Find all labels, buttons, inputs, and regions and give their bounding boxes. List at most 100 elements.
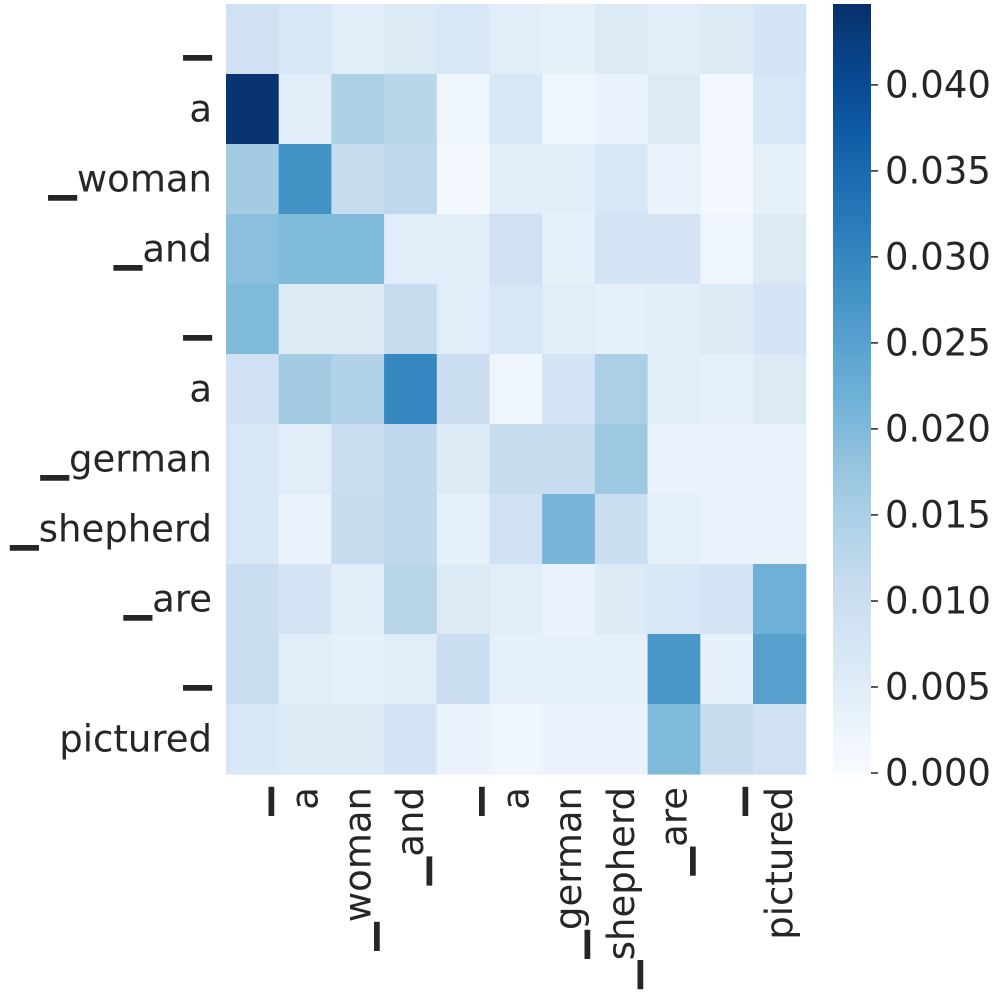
y-tick-label: ▁and (113, 228, 212, 272)
heatmap-cell (542, 634, 596, 705)
heatmap-cell (331, 354, 385, 425)
heatmap-cell (594, 214, 649, 285)
heatmap-cell (384, 74, 438, 145)
heatmap-cell (489, 4, 543, 75)
heatmap-cell (542, 564, 596, 635)
heatmap-cell (700, 564, 754, 635)
x-tick-label: ▁and (389, 787, 433, 886)
heatmap-cell (647, 704, 701, 775)
heatmap-cell (594, 354, 649, 425)
x-tick-label: a (284, 787, 327, 810)
heatmap-cell (753, 634, 807, 705)
colorbar-tick-label: 0.035 (885, 149, 991, 192)
heatmap-cell (331, 634, 385, 705)
heatmap-cell (226, 494, 280, 565)
x-tick-label: ▁shepherd (600, 787, 644, 990)
y-tick-labels: ▁ a ▁woman ▁and ▁ a ▁german ▁shepherd ▁are ▁ pictu… (9, 18, 212, 761)
heatmap-cell (278, 214, 332, 285)
heatmap-cell (753, 144, 807, 215)
heatmap-cell (384, 144, 438, 215)
heatmap-cell (594, 704, 649, 775)
y-tick-label: ▁ (183, 18, 213, 62)
heatmap-cell (489, 144, 543, 215)
heatmap-cell (331, 214, 385, 285)
heatmap-cell (436, 214, 491, 285)
x-tick-labels: ▁ a ▁woman ▁and ▁ a ▁german ▁shepherd ▁are ▁ pictu… (231, 786, 801, 989)
heatmap-cell (331, 4, 385, 75)
colorbar-tick-label: 0.030 (885, 235, 991, 278)
colorbar-tick-label: 0.025 (885, 321, 991, 364)
heatmap-cell (489, 704, 543, 775)
heatmap-cell (542, 284, 596, 355)
heatmap-cell (594, 284, 649, 355)
heatmap-cell (384, 4, 438, 75)
colorbar-tick-label: 0.000 (885, 752, 991, 795)
heatmap-cell (489, 494, 543, 565)
heatmap-cell (436, 144, 491, 215)
heatmap-cell (700, 704, 754, 775)
heatmap-cell (700, 4, 754, 75)
heatmap-cell (331, 74, 385, 145)
colorbar (833, 4, 871, 773)
heatmap-cell (226, 214, 280, 285)
heatmap-cell (436, 354, 491, 425)
heatmap-cell (647, 354, 701, 425)
heatmap-cell (700, 74, 754, 145)
heatmap-cell (278, 494, 332, 565)
heatmap-cell (594, 564, 649, 635)
heatmap-cell (647, 494, 701, 565)
heatmap-cell (542, 354, 596, 425)
y-tick-label: a (189, 368, 212, 411)
heatmap-cell (489, 74, 543, 145)
heatmap-cell (542, 704, 596, 775)
heatmap-cell (384, 424, 438, 495)
heatmap-cell (226, 74, 280, 145)
heatmap-cell (226, 4, 280, 75)
y-tick-label: ▁are (123, 578, 212, 622)
heatmap-cell (700, 354, 754, 425)
heatmap-cell (226, 144, 280, 215)
heatmap-cell (436, 704, 491, 775)
x-tick-label: pictured (758, 787, 801, 940)
heatmap-cell (278, 354, 332, 425)
x-tick-label: ▁german (547, 787, 591, 959)
heatmap-cell (594, 144, 649, 215)
heatmap-cell (753, 4, 807, 75)
heatmap-cell (753, 704, 807, 775)
heatmap-cell (700, 214, 754, 285)
heatmap-cell (753, 424, 807, 495)
heatmap-cell (226, 284, 280, 355)
heatmap-cell (331, 424, 385, 495)
heatmap-cell (542, 214, 596, 285)
heatmap-cell (384, 564, 438, 635)
heatmap-cell (489, 354, 543, 425)
heatmap-cell (594, 74, 649, 145)
heatmap-cell (436, 74, 491, 145)
heatmap-cell (226, 704, 280, 775)
heatmap-cell (753, 284, 807, 355)
heatmap-cell (647, 564, 701, 635)
heatmap-cell (542, 494, 596, 565)
heatmap-cell (436, 564, 491, 635)
y-tick-label: ▁ (183, 298, 213, 342)
heatmap-cell (278, 144, 332, 215)
heatmap-cell (647, 634, 701, 705)
heatmap-cell (436, 494, 491, 565)
heatmap-cell (753, 354, 807, 425)
y-tick-label: ▁german (40, 438, 212, 482)
heatmap-cell (384, 214, 438, 285)
heatmap-cell (384, 284, 438, 355)
colorbar-tick-label: 0.015 (885, 493, 991, 536)
colorbar-ticks: 0.000 0.005 0.010 0.015 0.020 0.025 0.030 0.035… (871, 63, 991, 795)
x-tick-label: ▁ (705, 786, 749, 816)
heatmap-cell (226, 564, 280, 635)
heatmap-cell (489, 284, 543, 355)
heatmap-cell (647, 284, 701, 355)
y-tick-label: ▁ (183, 648, 213, 692)
heatmap-cell (594, 4, 649, 75)
heatmap-cell (647, 424, 701, 495)
heatmap-cell (384, 354, 438, 425)
heatmap-cell (489, 564, 543, 635)
colorbar-tick-label: 0.010 (885, 580, 991, 623)
heatmap-cell (700, 634, 754, 705)
